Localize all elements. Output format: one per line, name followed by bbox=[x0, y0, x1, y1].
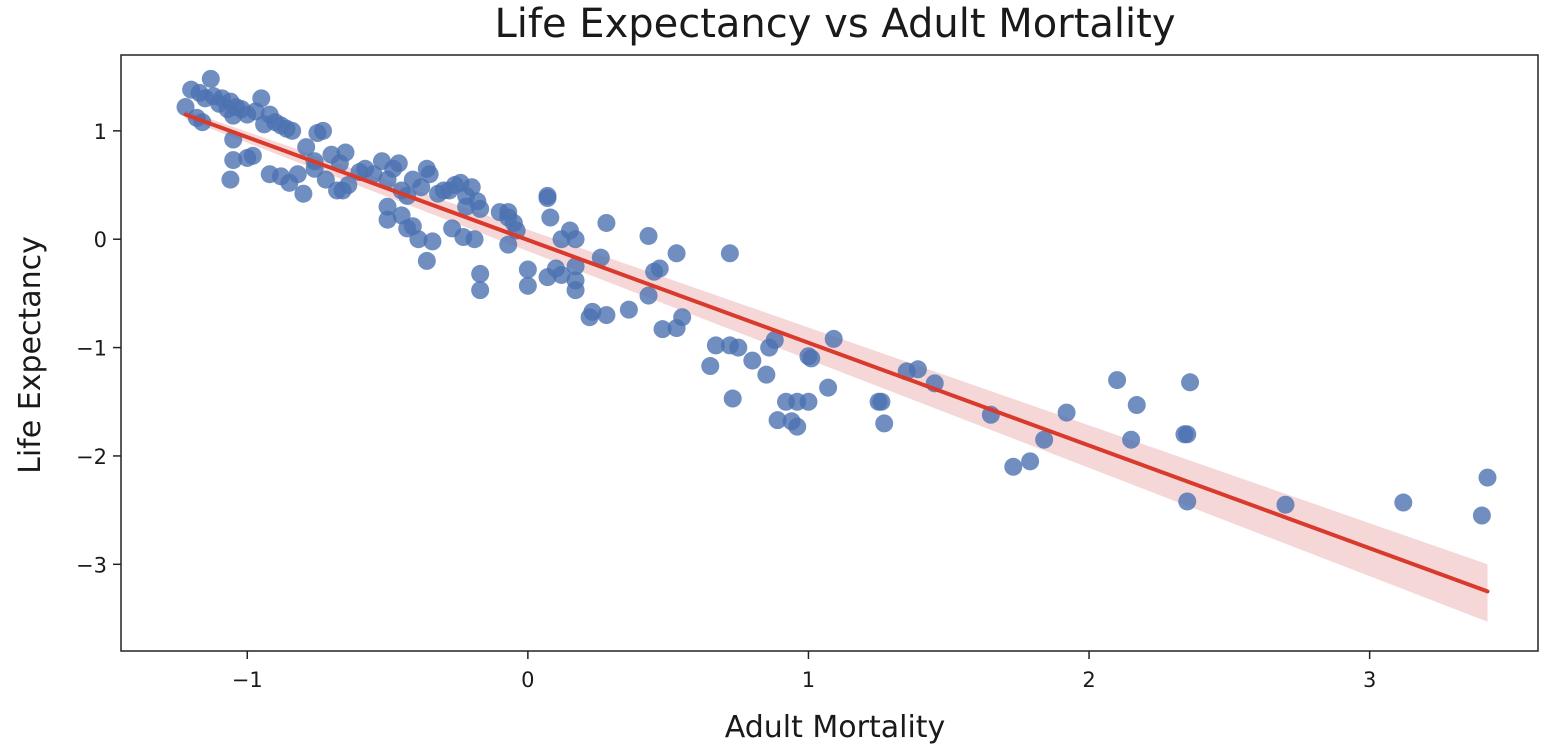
data-point bbox=[650, 259, 669, 278]
data-point bbox=[757, 365, 776, 384]
x-tick-label: −1 bbox=[232, 668, 263, 692]
data-point bbox=[819, 378, 838, 397]
data-point bbox=[723, 389, 742, 408]
regression-line bbox=[183, 112, 1490, 594]
data-point bbox=[1057, 403, 1076, 422]
data-point bbox=[788, 417, 807, 436]
data-point bbox=[541, 208, 560, 227]
data-point bbox=[765, 330, 784, 349]
data-point bbox=[297, 138, 316, 157]
plot-area: −1 0 1 2 3 1 0 −1 −2 −3 bbox=[76, 54, 1539, 692]
y-tick-label: 1 bbox=[94, 120, 107, 144]
data-point bbox=[875, 414, 894, 433]
data-point bbox=[1478, 468, 1497, 487]
data-point bbox=[221, 170, 240, 189]
data-point bbox=[252, 89, 271, 108]
data-point bbox=[1035, 430, 1054, 449]
data-point bbox=[1108, 371, 1127, 390]
data-point bbox=[667, 244, 686, 263]
data-point bbox=[743, 351, 762, 370]
data-point bbox=[538, 189, 557, 208]
x-tick-label: 0 bbox=[521, 668, 534, 692]
data-point bbox=[619, 300, 638, 319]
data-point bbox=[729, 338, 748, 357]
y-tick-label: −3 bbox=[76, 553, 107, 577]
data-point bbox=[1394, 493, 1413, 512]
y-tick-label: −2 bbox=[76, 445, 107, 469]
data-point bbox=[471, 199, 490, 218]
data-point bbox=[314, 121, 333, 140]
data-point bbox=[1472, 506, 1491, 525]
data-point bbox=[471, 281, 490, 300]
data-point bbox=[288, 165, 307, 184]
data-point bbox=[566, 230, 585, 249]
data-point bbox=[389, 154, 408, 173]
data-point bbox=[1021, 452, 1040, 471]
data-point bbox=[799, 392, 818, 411]
data-point bbox=[872, 392, 891, 411]
x-tick-label: 3 bbox=[1363, 668, 1376, 692]
data-point bbox=[457, 197, 476, 216]
data-point bbox=[653, 320, 672, 339]
y-tick-label: −1 bbox=[76, 337, 107, 361]
data-point bbox=[378, 210, 397, 229]
data-point bbox=[597, 306, 616, 325]
x-tick-label: 1 bbox=[802, 668, 815, 692]
data-point bbox=[802, 349, 821, 368]
data-point bbox=[518, 260, 537, 279]
data-point bbox=[673, 308, 692, 327]
data-point bbox=[706, 336, 725, 355]
data-point bbox=[224, 151, 243, 170]
x-axis-label: Adult Mortality bbox=[725, 710, 946, 745]
data-point bbox=[824, 329, 843, 348]
data-point bbox=[176, 98, 195, 117]
data-point bbox=[412, 178, 431, 197]
y-axis-label: Life Expectancy bbox=[13, 236, 48, 474]
data-point bbox=[566, 281, 585, 300]
data-point bbox=[1276, 495, 1295, 514]
data-point bbox=[423, 232, 442, 251]
data-point bbox=[583, 302, 602, 321]
data-point bbox=[294, 184, 313, 203]
data-point bbox=[1004, 457, 1023, 476]
data-point bbox=[378, 197, 397, 216]
data-point bbox=[1178, 492, 1197, 511]
data-point bbox=[417, 251, 436, 270]
data-point bbox=[768, 411, 787, 430]
y-tick-label: 0 bbox=[94, 228, 107, 252]
data-point bbox=[908, 360, 927, 379]
data-point bbox=[471, 264, 490, 283]
data-point bbox=[639, 226, 658, 245]
data-point bbox=[597, 213, 616, 232]
data-point bbox=[1181, 373, 1200, 392]
x-tick-label: 2 bbox=[1082, 668, 1095, 692]
data-point bbox=[409, 230, 428, 249]
data-point bbox=[420, 165, 439, 184]
data-point bbox=[1122, 430, 1141, 449]
data-point bbox=[465, 230, 484, 249]
data-point bbox=[552, 265, 571, 284]
data-point bbox=[283, 121, 302, 140]
data-point bbox=[316, 170, 335, 189]
data-point bbox=[1178, 425, 1197, 444]
data-point bbox=[499, 235, 518, 254]
data-point bbox=[518, 276, 537, 295]
data-point bbox=[591, 248, 610, 267]
data-point bbox=[364, 165, 383, 184]
data-point bbox=[339, 176, 358, 195]
data-point bbox=[1127, 396, 1146, 415]
data-point bbox=[720, 244, 739, 263]
data-point bbox=[462, 178, 481, 197]
chart-title: Life Expectancy vs Adult Mortality bbox=[494, 1, 1175, 47]
plot-frame bbox=[120, 54, 1539, 652]
data-point bbox=[639, 286, 658, 305]
data-point bbox=[201, 69, 220, 88]
data-point bbox=[701, 357, 720, 376]
data-point bbox=[243, 146, 262, 165]
data-point bbox=[566, 257, 585, 276]
